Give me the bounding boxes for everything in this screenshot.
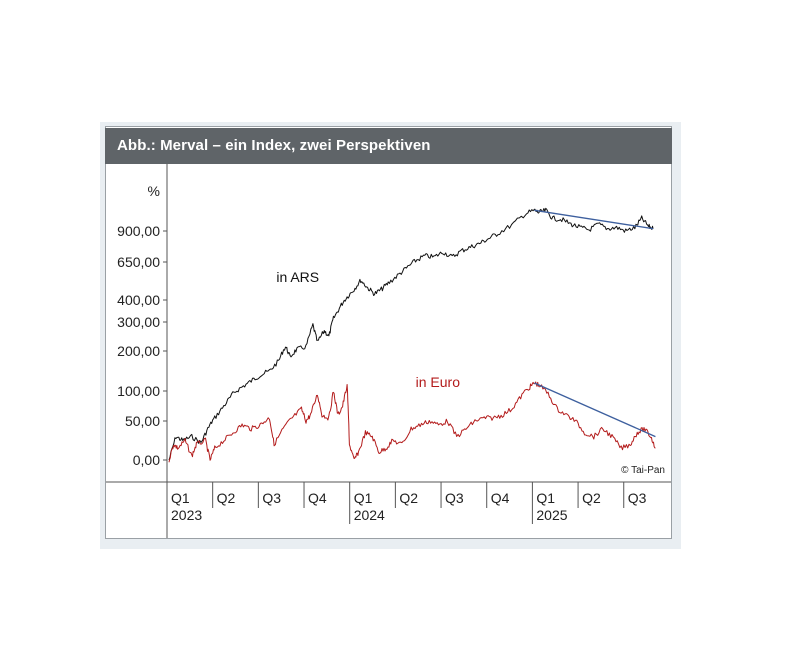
y-tick-label: 100,00: [117, 383, 160, 399]
y-tick-label: 650,00: [117, 254, 160, 270]
y-tick-label: 200,00: [117, 343, 160, 359]
annotation-ars: in ARS: [276, 269, 319, 285]
chart-panel: [105, 126, 672, 539]
x-tick-year: 2025: [536, 507, 567, 523]
x-tick-quarter: Q4: [491, 490, 510, 506]
y-tick-label: 0,00: [133, 452, 160, 468]
x-tick-quarter: Q1: [354, 490, 373, 506]
y-axis-label: %: [148, 183, 160, 199]
title-bar: [105, 128, 672, 164]
trendline-euro: [534, 382, 656, 438]
y-tick-label: 900,00: [117, 223, 160, 239]
x-tick-quarter: Q2: [582, 490, 601, 506]
x-tick-quarter: Q4: [308, 490, 327, 506]
source-credit: © Tai-Pan: [621, 465, 665, 476]
x-tick-quarter: Q1: [171, 490, 190, 506]
series-line-euro: [168, 381, 656, 463]
y-tick-label: 300,00: [117, 314, 160, 330]
x-tick-year: 2023: [171, 507, 202, 523]
y-tick-label: 400,00: [117, 292, 160, 308]
annotation-euro: in Euro: [416, 374, 461, 390]
y-tick-label: 50,00: [125, 413, 160, 429]
series-line-ars: [168, 207, 654, 461]
x-tick-quarter: Q3: [628, 490, 647, 506]
annotations: in ARS in Euro: [276, 269, 460, 390]
x-tick-year: 2024: [354, 507, 385, 523]
trendline-ars: [534, 209, 654, 230]
trendlines: [534, 209, 656, 438]
x-tick-quarter: Q3: [445, 490, 464, 506]
y-ticks: 0,00 50,00 100,00 200,00 300,00 400,00 650,00 9…: [117, 223, 167, 468]
x-tick-quarter: Q1: [536, 490, 555, 506]
x-tick-quarter: Q2: [399, 490, 418, 506]
x-tick-quarter: Q3: [262, 490, 281, 506]
x-tick-quarter: Q2: [217, 490, 236, 506]
chart-title: Abb.: Merval – ein Index, zwei Perspekti…: [117, 137, 431, 154]
series-lines: [168, 207, 656, 463]
